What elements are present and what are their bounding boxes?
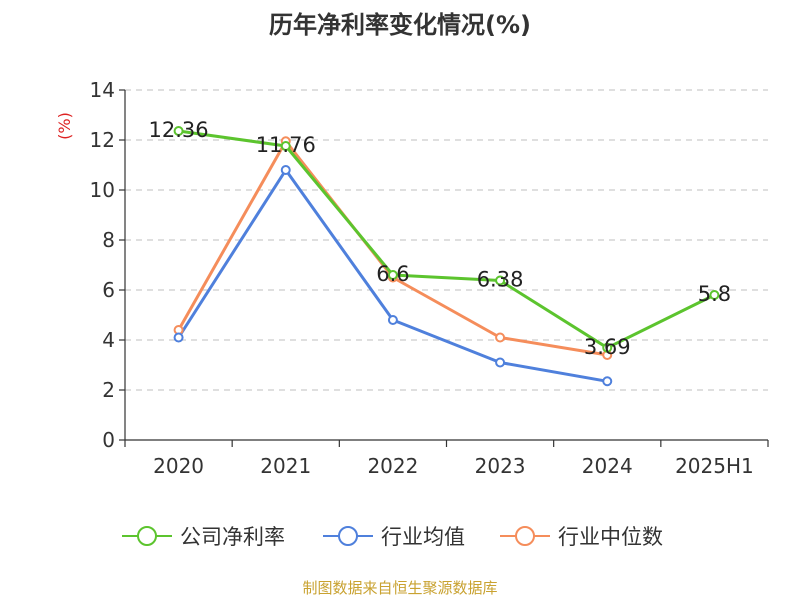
data-label: 11.76 (256, 133, 316, 157)
data-label: 6.38 (477, 268, 524, 292)
x-tick-label: 2024 (582, 454, 633, 478)
chart-title: 历年净利率变化情况(%) (269, 11, 531, 39)
y-tick-label: 2 (102, 378, 115, 402)
data-point (602, 342, 613, 353)
data-point (495, 275, 506, 286)
data-point (387, 270, 398, 280)
x-tick-label: 2021 (260, 454, 311, 478)
data-point (173, 332, 184, 343)
y-tick-label: 14 (90, 78, 115, 102)
y-tick-label: 6 (102, 278, 115, 302)
data-point (495, 357, 506, 368)
series-lines (173, 126, 720, 387)
data-label: 3.69 (584, 335, 631, 359)
data-labels: 12.36 11.76 6.6 6.38 3.69 5.8 (149, 118, 732, 359)
data-point (709, 290, 720, 300)
legend[interactable]: 公司净利率 行业均值 行业中位数 (122, 525, 663, 549)
x-tick-label: 2020 (153, 454, 204, 478)
data-point (387, 315, 398, 325)
data-point (602, 376, 613, 387)
series-line-0 (178, 129, 716, 350)
data-point (173, 126, 184, 136)
y-axis-unit: (%) (55, 112, 74, 140)
x-tick-label: 2022 (367, 454, 418, 478)
legend-label: 行业均值 (381, 525, 465, 549)
source-note: 制图数据来自恒生聚源数据库 (302, 579, 497, 597)
legend-marker-0 (137, 526, 157, 546)
y-tick-label: 4 (102, 328, 115, 352)
y-tick-label: 12 (90, 128, 115, 152)
y-tick-label: 8 (102, 228, 115, 252)
x-tick-label: 2025H1 (675, 454, 754, 478)
legend-label: 公司净利率 (180, 525, 285, 549)
legend-marker-1 (338, 526, 358, 546)
data-label: 5.8 (698, 282, 731, 306)
legend-label: 行业中位数 (558, 525, 663, 549)
grid-lines (125, 89, 768, 391)
data-label: 6.6 (376, 262, 409, 286)
legend-marker-2 (515, 526, 535, 546)
data-point (280, 141, 291, 151)
data-point (280, 165, 291, 175)
axes: 0 2 4 6 8 10 12 14 2020 2021 2022 2023 2024 2025H1 (90, 78, 769, 478)
y-tick-label: 0 (102, 428, 115, 452)
data-point (495, 332, 506, 343)
data-label: 12.36 (149, 118, 209, 142)
y-tick-label: 10 (90, 178, 115, 202)
x-tick-label: 2023 (475, 454, 526, 478)
